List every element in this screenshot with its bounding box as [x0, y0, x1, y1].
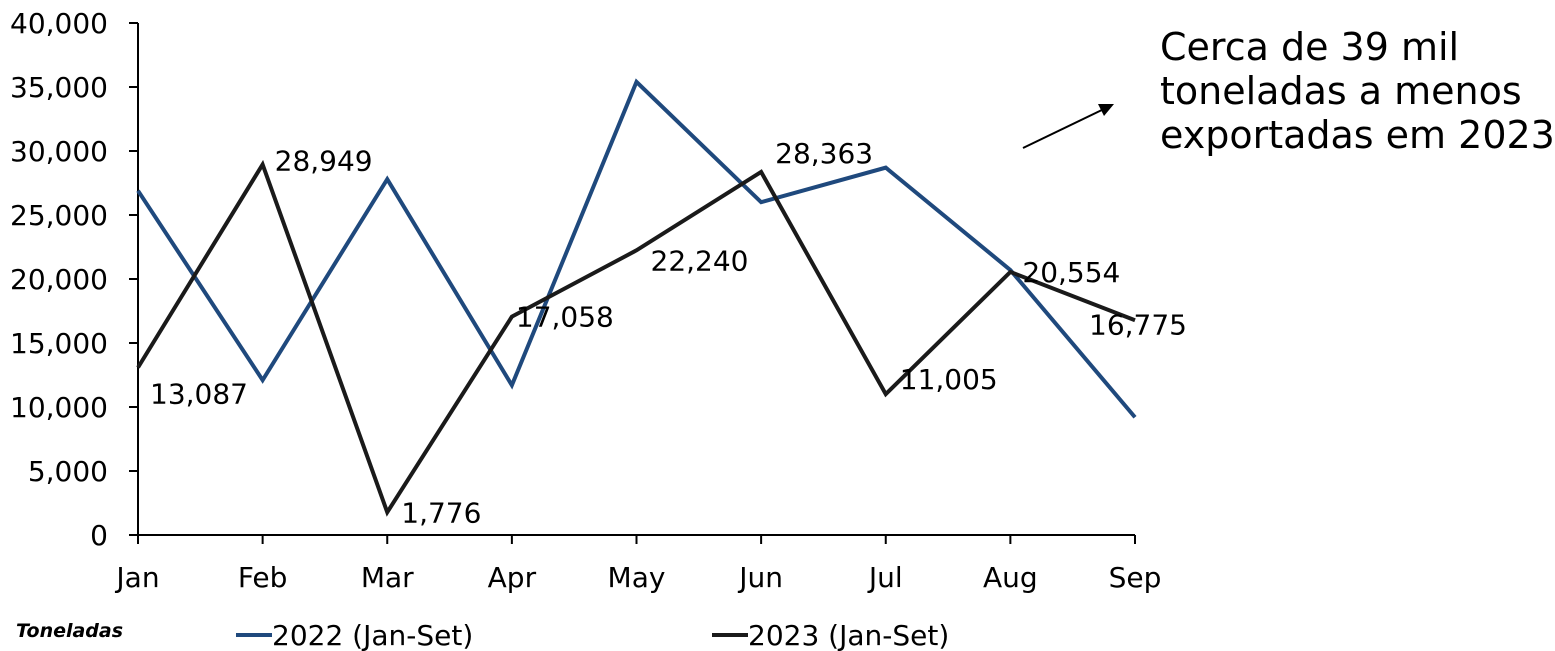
legend-label-2022: 2022 (Jan-Set): [272, 619, 473, 651]
legend-label-2023: 2023 (Jan-Set): [748, 619, 949, 651]
annotation-line-2: toneladas a menos: [1160, 69, 1522, 113]
y-tick-label: 25,000: [10, 199, 108, 232]
data-label: 28,949: [275, 144, 373, 177]
series-line-2023: [136, 159, 1136, 517]
y-tick-label: 15,000: [10, 327, 108, 360]
x-tick-label: Jul: [867, 561, 903, 594]
series-line-2022: [136, 78, 1137, 419]
x-tick-label: Sep: [1109, 561, 1162, 594]
x-tick-label: Mar: [361, 561, 414, 594]
y-tick-label: 0: [90, 519, 108, 552]
x-tick-label: Aug: [983, 561, 1038, 594]
annotation-line-3: exportadas em 2023: [1160, 113, 1555, 157]
data-label: 22,240: [651, 244, 749, 277]
x-tick-label: Apr: [488, 561, 537, 594]
data-label: 1,776: [401, 496, 481, 529]
data-label: 28,363: [775, 137, 873, 170]
annotation-arrow: [1022, 107, 1107, 149]
y-tick-label: 5,000: [28, 455, 108, 488]
data-label: 20,554: [1022, 256, 1120, 289]
y-tick-label: 35,000: [10, 71, 108, 104]
y-tick-label: 10,000: [10, 391, 108, 424]
x-tick-label: Feb: [238, 561, 288, 594]
annotation: Cerca de 39 mil toneladas a menos export…: [1022, 25, 1555, 157]
legend: 2022 (Jan-Set) 2023 (Jan-Set): [236, 619, 949, 651]
data-label: 16,775: [1089, 308, 1187, 341]
series-lines: [136, 78, 1137, 517]
y-tick-label: 40,000: [10, 7, 108, 40]
y-axis-ticks: 0 5,000 10,000 15,000 20,000 25,000 30,000 35,0…: [10, 7, 138, 552]
annotation-arrowhead: [1098, 104, 1114, 116]
data-label: 13,087: [150, 377, 248, 410]
y-tick-label: 20,000: [10, 263, 108, 296]
data-label: 17,058: [516, 301, 614, 334]
y-tick-label: 30,000: [10, 135, 108, 168]
x-tick-label: Jun: [737, 561, 783, 594]
x-tick-label: May: [608, 561, 666, 594]
data-labels: 13,087 28,949 1,776 17,058 22,240 28,363 11,00…: [150, 137, 1187, 529]
x-axis-ticks: Jan Feb Mar Apr May Jun Jul Aug Sep: [114, 535, 1161, 594]
unit-label: Toneladas: [16, 620, 123, 642]
annotation-line-1: Cerca de 39 mil: [1160, 25, 1459, 69]
data-label: 11,005: [900, 363, 998, 396]
x-tick-label: Jan: [114, 561, 159, 594]
